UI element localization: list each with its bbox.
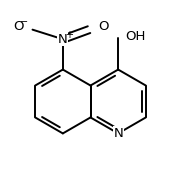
Text: +: + <box>65 30 73 40</box>
Text: O: O <box>13 20 23 33</box>
Text: N: N <box>58 33 68 46</box>
Text: OH: OH <box>126 30 146 43</box>
Text: N: N <box>113 127 123 140</box>
Text: O: O <box>98 20 109 33</box>
Text: −: − <box>20 17 28 27</box>
